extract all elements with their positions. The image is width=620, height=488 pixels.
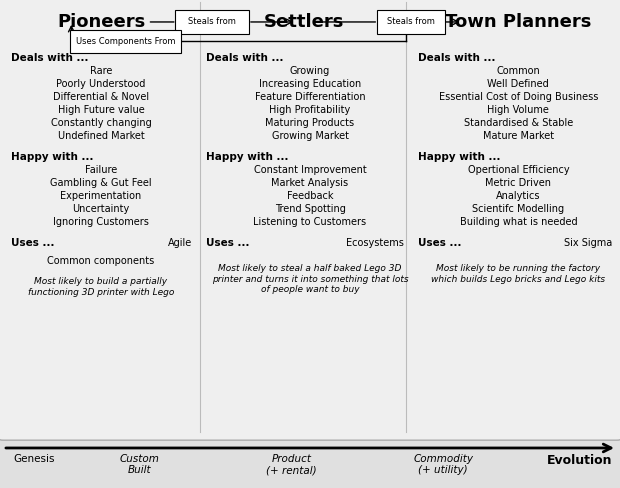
Text: Scientifc Modelling: Scientifc Modelling <box>472 204 564 214</box>
Text: Uses ...: Uses ... <box>418 238 462 248</box>
Text: High Profitability: High Profitability <box>269 105 351 115</box>
Text: Gambling & Gut Feel: Gambling & Gut Feel <box>50 178 152 188</box>
Text: Market Analysis: Market Analysis <box>272 178 348 188</box>
Text: Common: Common <box>497 66 540 76</box>
FancyBboxPatch shape <box>0 0 620 440</box>
Text: Uses ...: Uses ... <box>11 238 54 248</box>
Text: Town Planners: Town Planners <box>445 13 591 31</box>
Text: Steals from: Steals from <box>188 18 236 26</box>
Text: Settlers: Settlers <box>264 13 344 31</box>
Text: Increasing Education: Increasing Education <box>259 79 361 89</box>
Text: Most likely to build a partially
functioning 3D printer with Lego: Most likely to build a partially functio… <box>28 277 174 297</box>
Text: Analytics: Analytics <box>496 191 541 201</box>
Text: Uses ...: Uses ... <box>206 238 250 248</box>
Text: Feedback: Feedback <box>286 191 334 201</box>
Text: Undefined Market: Undefined Market <box>58 131 144 141</box>
Text: Happy with ...: Happy with ... <box>206 152 289 162</box>
Text: Listening to Customers: Listening to Customers <box>254 218 366 227</box>
Text: Uncertainty: Uncertainty <box>73 204 130 214</box>
Text: Genesis: Genesis <box>14 454 55 464</box>
Text: Happy with ...: Happy with ... <box>418 152 501 162</box>
Text: High Volume: High Volume <box>487 105 549 115</box>
Text: Feature Differentiation: Feature Differentiation <box>255 92 365 102</box>
Text: Commodity
(+ utility): Commodity (+ utility) <box>414 454 473 475</box>
Text: Ignoring Customers: Ignoring Customers <box>53 218 149 227</box>
Text: Poorly Understood: Poorly Understood <box>56 79 146 89</box>
Text: Essential Cost of Doing Business: Essential Cost of Doing Business <box>438 92 598 102</box>
FancyBboxPatch shape <box>377 10 445 34</box>
Text: Metric Driven: Metric Driven <box>485 178 551 188</box>
Text: Six Sigma: Six Sigma <box>564 238 612 248</box>
Text: Most likely to steal a half baked Lego 3D
printer and turns it into something th: Most likely to steal a half baked Lego 3… <box>211 264 409 294</box>
Text: Standardised & Stable: Standardised & Stable <box>464 118 573 128</box>
Text: Constant Improvement: Constant Improvement <box>254 165 366 175</box>
Text: Evolution: Evolution <box>547 454 613 467</box>
Text: Well Defined: Well Defined <box>487 79 549 89</box>
Text: Ecosystems: Ecosystems <box>347 238 404 248</box>
Text: Building what is needed: Building what is needed <box>459 218 577 227</box>
Text: Pioneers: Pioneers <box>57 13 145 31</box>
Text: Deals with ...: Deals with ... <box>11 53 88 62</box>
Text: Trend Spotting: Trend Spotting <box>275 204 345 214</box>
Text: Most likely to be running the factory
which builds Lego bricks and Lego kits: Most likely to be running the factory wh… <box>432 264 605 284</box>
Text: Opertional Efficiency: Opertional Efficiency <box>467 165 569 175</box>
Text: Maturing Products: Maturing Products <box>265 118 355 128</box>
Text: Experimentation: Experimentation <box>60 191 142 201</box>
Text: Common components: Common components <box>48 256 154 266</box>
FancyBboxPatch shape <box>70 30 181 53</box>
Text: Custom
Built: Custom Built <box>120 454 159 475</box>
Text: Happy with ...: Happy with ... <box>11 152 93 162</box>
Text: High Future value: High Future value <box>58 105 144 115</box>
Text: Steals from: Steals from <box>387 18 435 26</box>
Text: Deals with ...: Deals with ... <box>418 53 496 62</box>
Text: Uses Components From: Uses Components From <box>76 37 175 46</box>
Text: Deals with ...: Deals with ... <box>206 53 284 62</box>
Text: Agile: Agile <box>168 238 192 248</box>
FancyBboxPatch shape <box>175 10 249 34</box>
Text: Differential & Novel: Differential & Novel <box>53 92 149 102</box>
Text: Growing Market: Growing Market <box>272 131 348 141</box>
Text: Mature Market: Mature Market <box>483 131 554 141</box>
Text: Failure: Failure <box>85 165 117 175</box>
Text: Product
(+ rental): Product (+ rental) <box>266 454 317 475</box>
Text: Growing: Growing <box>290 66 330 76</box>
Text: Rare: Rare <box>90 66 112 76</box>
Text: Constantly changing: Constantly changing <box>51 118 151 128</box>
